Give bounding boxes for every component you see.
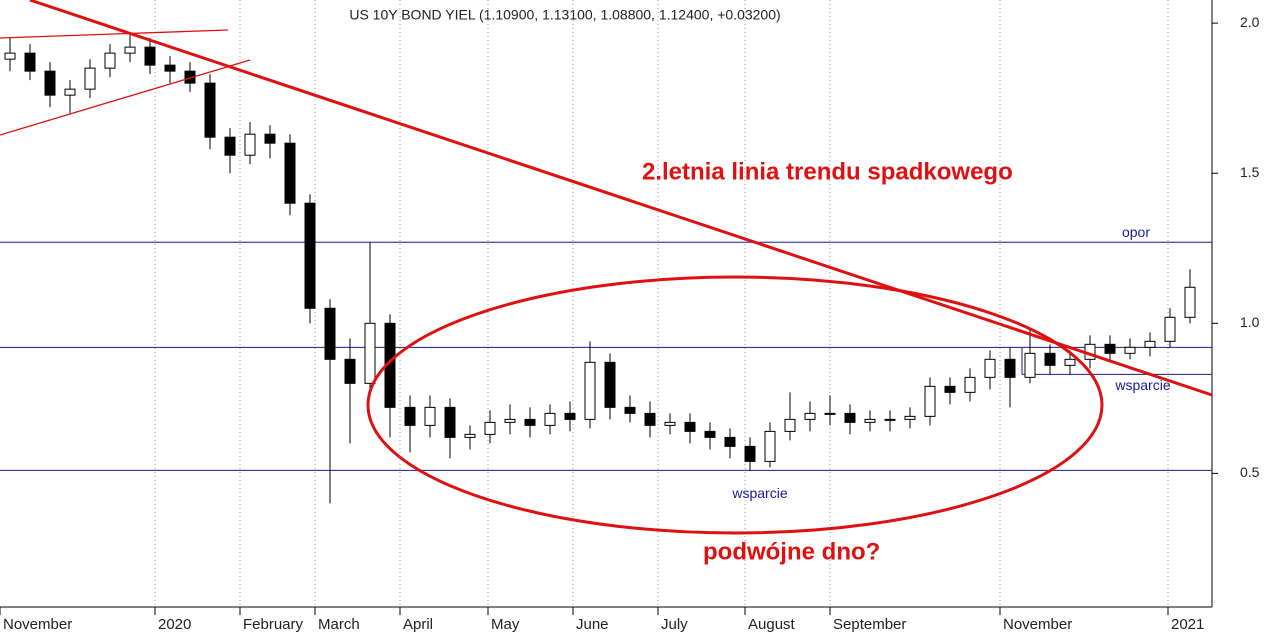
trend-line xyxy=(29,0,1213,397)
candle-body xyxy=(804,412,816,420)
candle-body xyxy=(304,202,316,309)
candle-body xyxy=(1184,286,1196,318)
y-tick-label: 2.0 xyxy=(1240,14,1260,30)
candle-body xyxy=(204,82,216,138)
candle-body xyxy=(524,418,536,426)
candle-body xyxy=(624,406,636,414)
candle-body xyxy=(964,376,976,393)
candle-body xyxy=(144,46,156,66)
candle-body xyxy=(644,412,656,426)
candle-body xyxy=(464,433,476,438)
annotation: podwójne dno? xyxy=(703,538,880,565)
candle-body xyxy=(1064,358,1076,366)
candle-body xyxy=(744,445,756,462)
y-tick-label: 0.5 xyxy=(1240,464,1260,480)
candle-body xyxy=(604,361,616,408)
candle-body xyxy=(1024,352,1036,378)
x-tick-label: April xyxy=(403,616,433,633)
x-tick-label: 2021 xyxy=(1171,616,1204,633)
candle-body xyxy=(584,361,596,420)
ellipse xyxy=(366,275,1104,535)
x-tick-label: June xyxy=(576,616,609,633)
candle-body xyxy=(224,136,236,156)
candle-body xyxy=(344,358,356,384)
level-label: wsparcie xyxy=(731,485,787,501)
candle-body xyxy=(264,133,276,144)
channel-line xyxy=(0,59,251,136)
level-label: wsparcie xyxy=(1114,377,1170,393)
candle-body xyxy=(844,412,856,423)
candle-body xyxy=(104,52,116,69)
candle-body xyxy=(1044,352,1056,366)
candle-body xyxy=(84,67,96,90)
candle-body xyxy=(544,412,556,426)
candle-body xyxy=(324,307,336,360)
candle-body xyxy=(484,421,496,435)
candle-body xyxy=(24,52,36,72)
candle-body xyxy=(44,70,56,96)
chart-title: US 10Y BOND YIEL (1.10900, 1.13100, 1.08… xyxy=(349,7,780,23)
x-tick-label: 2020 xyxy=(158,616,191,633)
candle-body xyxy=(424,406,436,426)
y-tick-label: 1.5 xyxy=(1240,164,1260,180)
candle-body xyxy=(904,415,916,420)
x-tick-label: November xyxy=(3,616,72,633)
x-tick-label: July xyxy=(661,616,688,633)
x-tick-label: November xyxy=(1003,616,1072,633)
candle-body xyxy=(784,418,796,432)
candle-body xyxy=(704,430,716,438)
channel-line xyxy=(0,29,229,39)
candle-body xyxy=(884,418,896,421)
annotations: 2.letnia linia trendu spadkowego podwójn… xyxy=(0,0,1213,565)
candle-body xyxy=(64,88,76,96)
candle-body xyxy=(764,430,776,462)
candle-body xyxy=(864,418,876,423)
candle-body xyxy=(724,436,736,447)
x-tick-label: August xyxy=(748,616,796,633)
candle-body xyxy=(404,406,416,426)
candle-body xyxy=(284,142,296,204)
candle-body xyxy=(564,412,576,420)
candle-body xyxy=(684,421,696,432)
candle-body xyxy=(364,322,376,384)
candle-body xyxy=(984,358,996,378)
x-tick-label: May xyxy=(491,616,520,633)
candle-body xyxy=(444,406,456,438)
candle-body xyxy=(124,46,136,54)
x-tick-label: September xyxy=(833,616,906,633)
candle-body xyxy=(1144,340,1156,348)
candle-body xyxy=(1004,358,1016,378)
y-tick-label: 1.0 xyxy=(1240,314,1260,330)
candle-body xyxy=(1164,316,1176,342)
candle-body xyxy=(244,133,256,156)
level-label: opor xyxy=(1122,224,1150,240)
candle-body xyxy=(824,412,836,415)
candle-body xyxy=(1104,343,1116,354)
candle-body xyxy=(504,418,516,423)
candle-body xyxy=(1124,346,1136,354)
candle-body xyxy=(944,385,956,393)
candle-body xyxy=(4,52,16,60)
candle-body xyxy=(164,64,176,72)
x-tick-label: February xyxy=(243,616,304,633)
annotation: 2.letnia linia trendu spadkowego xyxy=(642,158,1013,185)
x-tick-label: March xyxy=(318,616,360,633)
candle-body xyxy=(924,385,936,417)
candle-body xyxy=(664,421,676,426)
